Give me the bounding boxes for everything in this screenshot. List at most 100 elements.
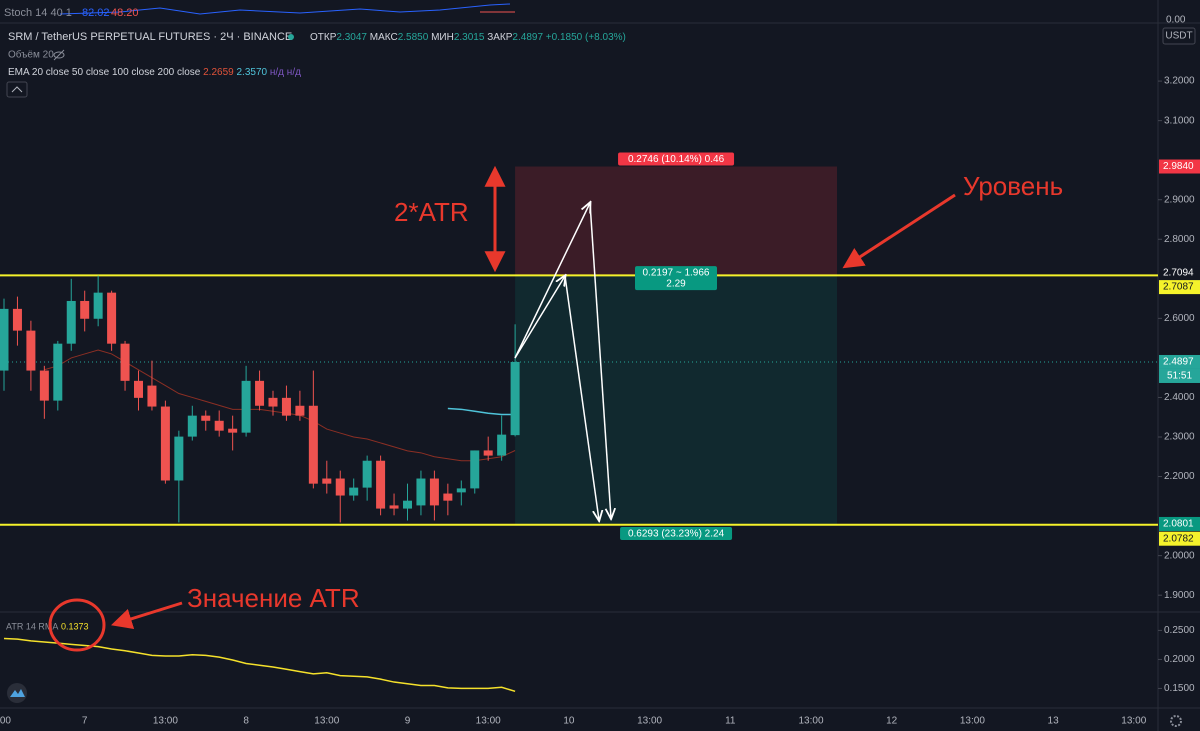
- candle-body: [510, 361, 520, 436]
- target-zone: [515, 275, 837, 524]
- candle-body: [120, 343, 130, 381]
- x-tick-label: 13:00: [153, 716, 178, 727]
- annotation-circle: [48, 598, 106, 652]
- candle-body: [80, 300, 90, 319]
- candle-body: [12, 308, 22, 331]
- candle-body: [53, 343, 63, 401]
- value: 2.3570: [237, 67, 268, 78]
- value: 2.4897: [512, 32, 543, 43]
- x-tick-label: 9: [405, 716, 411, 727]
- target-label-box: [620, 526, 733, 540]
- entry-label-box: [635, 266, 717, 291]
- annotation: Значение ATR: [187, 583, 360, 613]
- candle-body: [201, 415, 211, 421]
- y-tick-label: 2.6000: [1164, 313, 1195, 324]
- entry-label: 0.2197 ~ 1.966: [642, 268, 709, 279]
- value: н/д: [287, 67, 301, 78]
- x-tick-label: 7: [82, 716, 88, 727]
- candle-body: [416, 478, 426, 506]
- price-tag: [1159, 516, 1200, 531]
- candle-body: [214, 420, 224, 431]
- y-tick-label: 2.8000: [1164, 234, 1195, 245]
- candle-body: [281, 397, 291, 416]
- candle-body: [255, 380, 265, 406]
- candle-body: [403, 500, 412, 509]
- x-tick-label: :00: [0, 716, 11, 727]
- scenario-arrows: [514, 203, 611, 520]
- price-tag: [1159, 531, 1200, 546]
- stoch-line: [59, 3, 511, 15]
- candle-body: [389, 505, 399, 509]
- candle-body: [483, 450, 493, 456]
- settings-button[interactable]: [1170, 715, 1182, 727]
- y-tick-label: 2.0000: [1164, 550, 1195, 561]
- candle-body: [470, 450, 480, 489]
- candle-body: [335, 478, 345, 496]
- stop-label-box: [618, 152, 735, 166]
- annotation: Уровень: [963, 171, 1063, 201]
- label: ОТКР: [310, 32, 337, 43]
- currency-button[interactable]: USDT: [1162, 27, 1196, 45]
- logo-mark: [10, 689, 25, 697]
- value: 2.3015: [454, 32, 485, 43]
- stop-zone: [515, 166, 837, 276]
- stoch-value: 48.20: [111, 7, 139, 19]
- x-tick-label: 8: [243, 716, 249, 727]
- x-tick-label: 12: [886, 716, 898, 727]
- y-tick-label: 0.2000: [1164, 654, 1195, 665]
- candle-body: [295, 405, 305, 416]
- x-tick-label: 13:00: [798, 716, 823, 727]
- x-tick-label: 11: [725, 716, 736, 727]
- x-tick-label: 13: [1048, 716, 1060, 727]
- countdown-box: [1159, 368, 1200, 383]
- candle-body: [429, 478, 439, 506]
- collapse-button[interactable]: [6, 81, 28, 98]
- candle-body: [456, 488, 466, 493]
- currency-label: USDT: [1165, 31, 1192, 42]
- label: EMA 20 close 50 close 100 close 200 clos…: [8, 67, 201, 78]
- value: н/д: [270, 67, 284, 78]
- candle-body: [349, 487, 359, 496]
- x-tick-label: 13:00: [960, 716, 985, 727]
- candle-body: [376, 460, 386, 509]
- price-tag-label: 2.4897: [1163, 357, 1194, 368]
- candle-body: [443, 493, 453, 501]
- stoch-value: 82.02: [82, 7, 110, 19]
- candle-body: [228, 428, 238, 433]
- atr-value: 0.1373: [61, 621, 89, 631]
- x-tick-label: 13:00: [637, 716, 662, 727]
- value: 2.5850: [398, 32, 429, 43]
- annotation-arrow: [110, 601, 183, 629]
- price-tag: [1159, 280, 1200, 295]
- annotation-arrow: [842, 193, 956, 269]
- value: 2.2659: [203, 67, 234, 78]
- annotations: 2*ATR Уровень Значение ATR: [48, 165, 1063, 652]
- price-tag: [1159, 266, 1200, 281]
- eye-icon[interactable]: [53, 49, 65, 61]
- y-tick-label: 3.2000: [1164, 76, 1195, 87]
- price-tag-label: 2.7094: [1163, 268, 1194, 279]
- candle-body: [134, 380, 143, 398]
- candle-body: [107, 292, 117, 344]
- candle-body: [0, 308, 9, 371]
- change: +0.1850 (+8.03%): [546, 32, 626, 43]
- label: МИН: [431, 32, 454, 43]
- price-tag: [1159, 354, 1200, 369]
- y-tick-label: 3.1000: [1164, 115, 1195, 126]
- y-tick-label: 2.2000: [1164, 471, 1195, 482]
- x-tick-label: 13:00: [314, 716, 339, 727]
- price-axis: 3.2000 3.1000 2.9000 2.8000 2.6000 2.4000 2.30…: [1158, 76, 1200, 601]
- candle-body: [322, 478, 332, 484]
- candle-body: [497, 434, 507, 456]
- price-tag-label: 2.7087: [1163, 282, 1194, 293]
- candle-body: [241, 380, 251, 433]
- value: 2.3047: [336, 32, 367, 43]
- price-tag: [1159, 159, 1200, 174]
- x-tick-label: 13:00: [1121, 716, 1146, 727]
- stop-label: 0.2746 (10.14%) 0.46: [628, 154, 725, 165]
- candle-body: [147, 385, 157, 407]
- atr-label: ATR 14 RMA: [6, 621, 58, 631]
